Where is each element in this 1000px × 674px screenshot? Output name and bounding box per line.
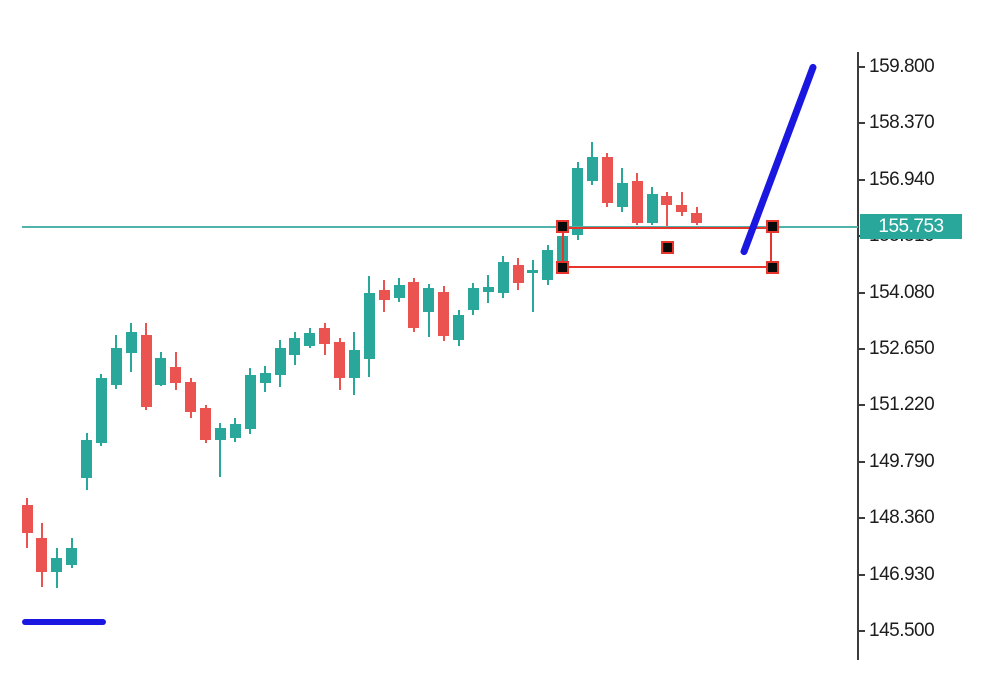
candle-body [200, 407, 212, 441]
candle-body [170, 366, 182, 383]
candle-body [51, 558, 63, 573]
candle-body [363, 292, 375, 359]
candle-body [408, 281, 420, 328]
candle-body [81, 440, 92, 478]
candle-body [348, 349, 360, 378]
price-axis-tick [857, 178, 865, 181]
horizontal-price-line[interactable] [22, 225, 858, 228]
candle-wick [680, 191, 683, 217]
candle-body [185, 381, 197, 413]
price-axis-label: 154.080 [869, 281, 935, 303]
candle-body [572, 167, 584, 235]
rectangle-handle-bottom-right[interactable] [765, 261, 779, 275]
candle-body [66, 548, 78, 566]
candle-body [393, 284, 405, 298]
candle-body [482, 286, 494, 292]
candle-body [36, 538, 48, 573]
price-axis-label: 158.370 [869, 112, 935, 134]
candle-body [616, 182, 628, 207]
price-axis-label: 151.220 [869, 394, 935, 416]
candle-body [125, 331, 137, 353]
price-axis-line [857, 52, 859, 660]
candle-body [527, 269, 539, 273]
candle-body [21, 505, 33, 534]
candle-body [631, 181, 643, 223]
candle-body [497, 261, 509, 293]
candle-body [95, 377, 107, 443]
candle-body [453, 314, 464, 340]
price-axis-label: 156.940 [869, 168, 935, 190]
candle-body [155, 357, 167, 385]
rectangle-handle-top-right[interactable] [765, 220, 779, 234]
candle-body [229, 423, 241, 439]
price-axis-tick [857, 66, 865, 68]
candle-body [214, 427, 226, 441]
candle-body [289, 338, 301, 355]
candle-body [244, 375, 256, 429]
candle-body [110, 347, 122, 385]
price-axis-label: 146.930 [869, 563, 935, 585]
price-axis-tick [857, 122, 865, 125]
price-axis-tick [857, 573, 865, 576]
candle-body [259, 373, 271, 383]
candle-wick [665, 192, 668, 228]
price-axis-label: 149.790 [869, 450, 935, 472]
price-axis-label: 145.500 [869, 620, 935, 641]
candle-wick [219, 423, 222, 478]
candle-body [646, 194, 658, 223]
candle-body [586, 157, 598, 182]
price-axis-tick [857, 291, 865, 294]
rectangle-handle-bottom-left[interactable] [555, 261, 569, 275]
candle-body [319, 327, 331, 344]
rectangle-handle-center[interactable] [660, 240, 674, 254]
candle-wick [531, 259, 534, 312]
candle-body [676, 204, 688, 212]
candle-body [140, 334, 152, 407]
price-axis-label: 152.650 [869, 338, 935, 359]
price-axis-tick [857, 630, 865, 632]
price-axis-tick [857, 460, 865, 463]
candle-body [661, 196, 673, 205]
candle-body [274, 347, 286, 375]
rectangle-handle-top-left[interactable] [555, 220, 569, 234]
candle-body [378, 289, 390, 300]
candle-body [691, 212, 703, 223]
candle-body [467, 287, 479, 310]
price-axis-label: 159.800 [869, 56, 935, 77]
candle-body [542, 249, 554, 280]
price-axis-tick [857, 517, 865, 520]
candle-body [601, 156, 613, 203]
candle-body [334, 341, 345, 378]
candle-body [438, 291, 450, 336]
price-axis-label: 148.360 [869, 507, 935, 529]
horizontal-segment-drawing[interactable] [22, 619, 106, 626]
price-axis-tick [857, 348, 865, 350]
price-badge: 155.753 [860, 214, 962, 240]
candle-body [512, 264, 524, 283]
candle-body [304, 332, 316, 346]
candle-body [423, 287, 435, 312]
price-axis-tick [857, 404, 865, 407]
